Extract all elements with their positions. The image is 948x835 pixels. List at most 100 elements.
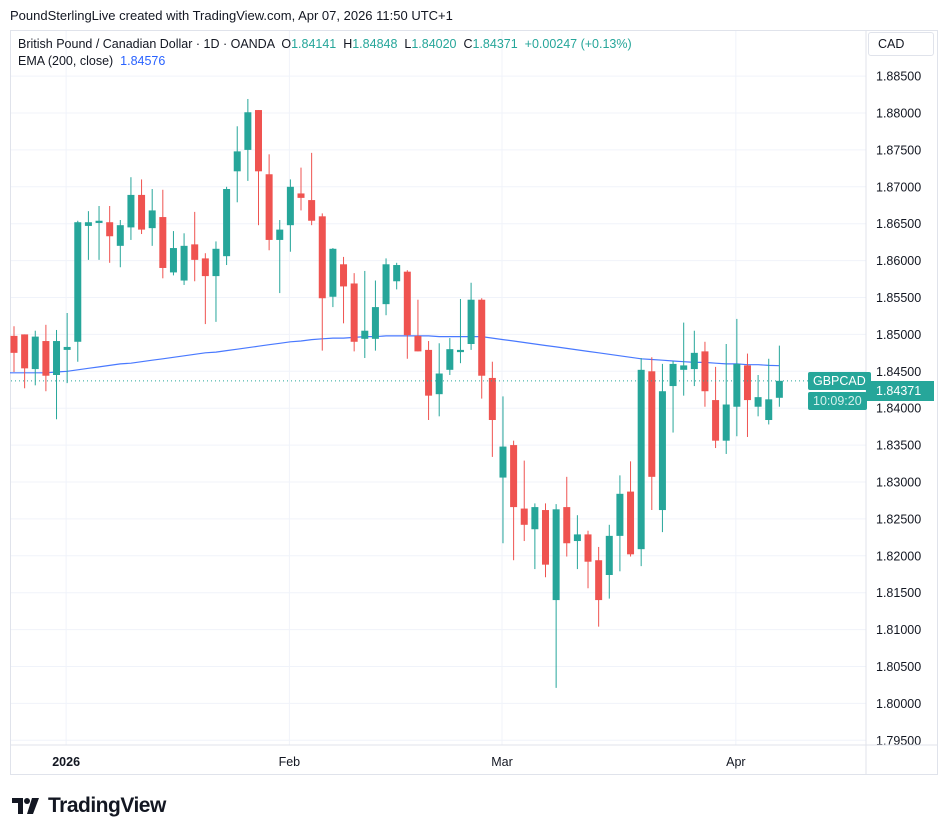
candle-body-down [701, 351, 709, 392]
tradingview-logo-icon [12, 798, 39, 814]
candle-body-down [191, 244, 199, 260]
y-tick-label: 1.88500 [876, 70, 921, 84]
candle-body-down [743, 365, 751, 401]
y-tick-label: 1.80500 [876, 660, 921, 674]
y-tick-label: 1.83000 [876, 476, 921, 490]
candle-body-down [627, 491, 635, 555]
y-tick-label: 1.81000 [876, 623, 921, 637]
y-tick-label: 1.80000 [876, 697, 921, 711]
candle-body-up [658, 391, 666, 511]
symbol-title[interactable]: British Pound / Canadian Dollar · 1D · O… [18, 37, 275, 51]
candle-body-up [467, 299, 475, 344]
candle-body-up [180, 245, 188, 281]
x-tick-label: Feb [279, 755, 301, 769]
candle-body-down [265, 174, 273, 240]
candle-body-up [733, 363, 741, 407]
candle-body-down [563, 507, 571, 544]
candle-body-up [127, 194, 135, 228]
candle-body-up [233, 151, 241, 172]
candle-body-down [520, 508, 528, 525]
y-tick-label: 1.84500 [876, 365, 921, 379]
high-value: 1.84848 [352, 37, 398, 51]
candle-body-down [542, 510, 549, 565]
candle-body-down [10, 335, 18, 353]
candle-body-up [499, 446, 507, 478]
candle-body-down [318, 216, 326, 299]
candle-body-down [510, 445, 518, 508]
y-tick-label: 1.85000 [876, 328, 921, 342]
symbol-legend-row: British Pound / Canadian Dollar · 1D · O… [18, 36, 632, 53]
chart-legend: British Pound / Canadian Dollar · 1D · O… [18, 36, 632, 70]
candle-body-down [648, 371, 656, 477]
y-tick-label: 1.83500 [876, 439, 921, 453]
candle-body-up [95, 220, 103, 223]
chart-credit: PoundSterlingLive created with TradingVi… [10, 8, 453, 23]
candle-body-down [297, 193, 305, 198]
candle-body-up [63, 346, 71, 350]
candle-body-down [106, 222, 114, 237]
candle-body-up [531, 507, 539, 530]
open-value: 1.84141 [291, 37, 337, 51]
y-tick-label: 1.81500 [876, 586, 921, 600]
candle-body-down [350, 283, 358, 342]
candle-body-down [584, 534, 592, 562]
symbol-price-tag: GBPCAD [808, 372, 871, 390]
candle-body-up [84, 222, 92, 226]
candle-body-down [159, 217, 167, 268]
candle-body-up [329, 248, 337, 297]
y-tick-label: 1.84000 [876, 402, 921, 416]
y-tick-label: 1.85500 [876, 291, 921, 305]
last-price-label: 1.84371 [866, 381, 934, 401]
tradingview-logo[interactable]: TradingView [12, 794, 166, 818]
chart-frame [10, 30, 938, 775]
low-label: L [404, 37, 412, 51]
candle-body-down [138, 194, 146, 230]
y-tick-label: 1.86500 [876, 217, 921, 231]
x-tick-label: 2026 [52, 755, 80, 769]
currency-label[interactable]: CAD [868, 32, 934, 56]
candle-body-up [169, 248, 177, 273]
high-label: H [343, 37, 353, 51]
candle-body-down [42, 341, 50, 376]
last-price-value: 1.84371 [876, 384, 922, 398]
candle-body-up [382, 264, 390, 305]
candle-body-up [212, 248, 220, 277]
candle-body-up [552, 509, 560, 601]
candle-body-up [690, 352, 698, 370]
y-tick-label: 1.82000 [876, 549, 921, 563]
candle-body-up [722, 404, 730, 441]
candle-body-down [488, 377, 496, 421]
x-tick-label: Apr [726, 755, 745, 769]
ema-legend-row: EMA (200, close) 1.84576 [18, 53, 632, 70]
candle-body-down [340, 264, 348, 287]
y-tick-label: 1.88000 [876, 107, 921, 121]
candle-body-up [371, 307, 379, 339]
candle-body-up [244, 112, 252, 150]
candle-body-up [775, 380, 783, 398]
candle-body-up [616, 493, 624, 536]
candle-body-up [765, 399, 773, 421]
candle-body-down [478, 299, 486, 376]
candle-body-down [425, 349, 433, 396]
change-value: +0.00247 (+0.13%) [524, 37, 632, 51]
y-tick-label: 1.87000 [876, 180, 921, 194]
candle-body-up [276, 229, 284, 240]
candle-body-down [403, 271, 411, 336]
candle-body-up [393, 265, 401, 282]
candle-body-up [446, 349, 454, 370]
candle-body-down [595, 560, 603, 601]
bar-countdown: 10:09:20 [808, 392, 867, 410]
candle-body-up [456, 349, 464, 353]
y-tick-label: 1.87500 [876, 143, 921, 157]
low-value: 1.84020 [411, 37, 457, 51]
candle-body-up [74, 222, 82, 342]
candle-body-up [116, 225, 124, 246]
ema-value: 1.84576 [120, 54, 166, 68]
ema-label[interactable]: EMA (200, close) [18, 54, 114, 68]
y-tick-label: 1.79500 [876, 734, 921, 748]
candle-body-up [680, 365, 688, 370]
candle-body-down [201, 258, 209, 277]
y-tick-label: 1.82500 [876, 512, 921, 526]
candle-body-up [286, 186, 294, 226]
